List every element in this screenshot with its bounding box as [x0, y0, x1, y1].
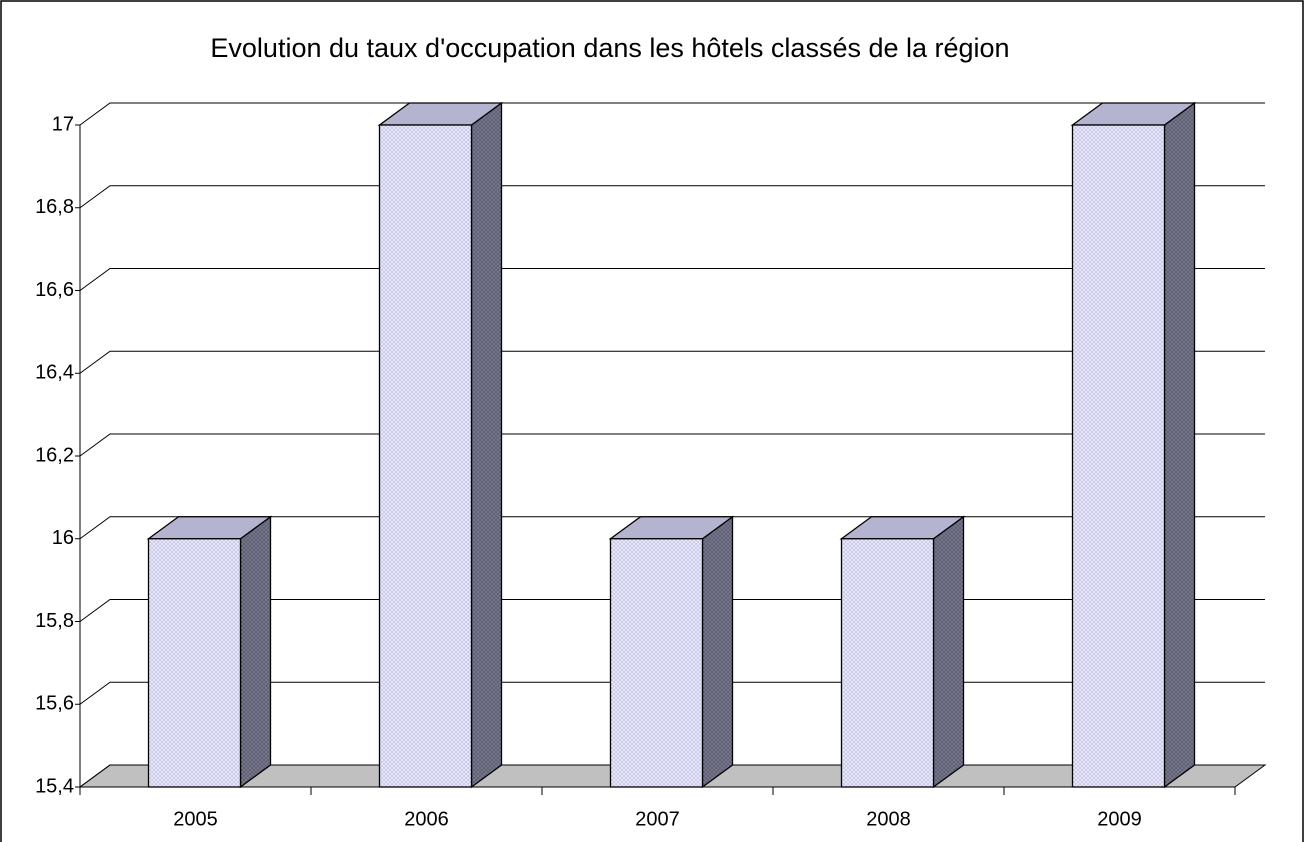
grid-line — [79, 350, 1265, 374]
grid-line — [79, 433, 1265, 457]
y-tick-label: 15,6 — [35, 693, 74, 715]
x-tick-label: 2009 — [1097, 808, 1142, 830]
y-tick-label: 16,6 — [35, 279, 74, 301]
y-tick-label: 16 — [52, 527, 74, 549]
y-tick-label: 15,8 — [35, 610, 74, 632]
bar — [1070, 101, 1197, 789]
y-tick-label: 16,8 — [35, 196, 74, 218]
grid-line — [79, 268, 1265, 291]
bar-side — [701, 515, 734, 789]
x-tick-label: 2008 — [866, 808, 911, 830]
chart-title: Evolution du taux d'occupation dans les … — [210, 33, 1009, 63]
bar-front — [378, 124, 473, 788]
y-tick-label: 16,2 — [35, 444, 74, 466]
bar-front — [147, 538, 242, 788]
y-tick-label: 15,4 — [35, 775, 74, 797]
bar-front — [1071, 124, 1166, 788]
y-tick-label: 17 — [52, 113, 74, 135]
bar-side — [470, 101, 503, 789]
bar-side — [1163, 101, 1196, 789]
bar-side — [239, 515, 272, 789]
bar — [608, 515, 735, 789]
bar-front — [609, 538, 704, 788]
bar — [839, 515, 966, 789]
y-tick-label: 16,4 — [35, 362, 74, 384]
x-tick-label: 2007 — [635, 808, 680, 830]
grid-line — [79, 102, 1265, 126]
bar-front — [840, 538, 935, 788]
x-tick-label: 2006 — [404, 808, 449, 830]
bar — [146, 515, 273, 789]
bar-side — [932, 515, 965, 789]
x-tick-label: 2005 — [173, 808, 218, 830]
bar — [377, 101, 504, 789]
grid-line — [79, 185, 1265, 209]
